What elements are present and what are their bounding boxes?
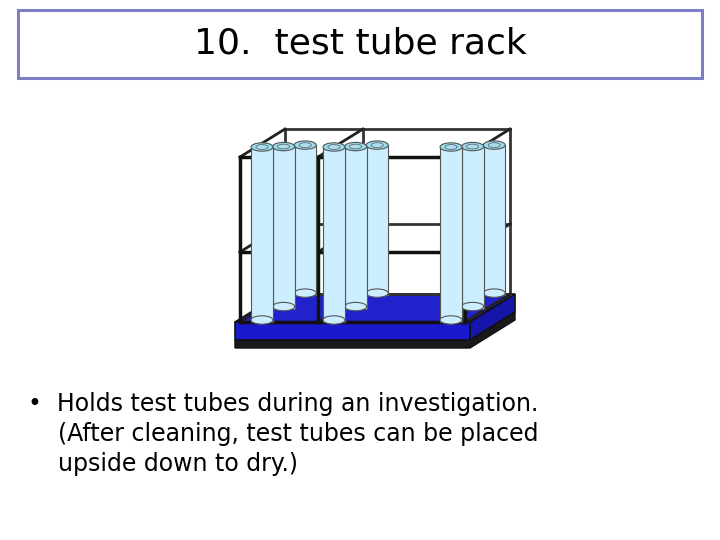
Bar bbox=[296, 260, 315, 293]
Ellipse shape bbox=[345, 302, 366, 310]
Ellipse shape bbox=[251, 143, 273, 151]
Ellipse shape bbox=[294, 289, 316, 298]
Ellipse shape bbox=[256, 145, 268, 150]
Ellipse shape bbox=[323, 316, 345, 324]
Bar bbox=[462, 146, 484, 308]
Bar bbox=[483, 145, 505, 295]
Ellipse shape bbox=[440, 316, 462, 324]
Ellipse shape bbox=[488, 143, 500, 147]
Text: (After cleaning, test tubes can be placed: (After cleaning, test tubes can be place… bbox=[28, 422, 539, 446]
Bar bbox=[251, 147, 273, 322]
Ellipse shape bbox=[368, 257, 387, 264]
Ellipse shape bbox=[462, 302, 484, 310]
Ellipse shape bbox=[273, 143, 294, 151]
Ellipse shape bbox=[346, 263, 365, 269]
Bar bbox=[485, 260, 504, 293]
Text: upside down to dry.): upside down to dry.) bbox=[28, 452, 298, 476]
Bar bbox=[325, 267, 343, 320]
Ellipse shape bbox=[463, 263, 482, 269]
Ellipse shape bbox=[440, 143, 462, 151]
FancyBboxPatch shape bbox=[18, 10, 702, 78]
Ellipse shape bbox=[277, 144, 289, 149]
Ellipse shape bbox=[462, 143, 484, 151]
Ellipse shape bbox=[441, 264, 461, 271]
Ellipse shape bbox=[328, 145, 340, 150]
Text: •  Holds test tubes during an investigation.: • Holds test tubes during an investigati… bbox=[28, 392, 539, 416]
Ellipse shape bbox=[253, 264, 271, 271]
Ellipse shape bbox=[296, 257, 315, 264]
Bar bbox=[346, 266, 365, 307]
Ellipse shape bbox=[294, 141, 316, 149]
Ellipse shape bbox=[349, 144, 361, 149]
Polygon shape bbox=[235, 294, 515, 322]
Ellipse shape bbox=[483, 289, 505, 298]
Bar bbox=[463, 266, 482, 307]
Ellipse shape bbox=[371, 143, 383, 147]
Bar bbox=[345, 146, 366, 308]
Bar bbox=[253, 267, 271, 320]
Bar bbox=[323, 147, 345, 322]
Bar bbox=[294, 145, 316, 295]
Ellipse shape bbox=[485, 257, 504, 264]
Polygon shape bbox=[235, 312, 515, 348]
Polygon shape bbox=[235, 322, 470, 340]
Bar bbox=[366, 145, 388, 295]
Ellipse shape bbox=[323, 143, 345, 151]
Bar bbox=[274, 266, 293, 307]
Ellipse shape bbox=[467, 144, 479, 149]
Polygon shape bbox=[470, 294, 515, 340]
Bar bbox=[440, 147, 462, 322]
Ellipse shape bbox=[366, 141, 388, 149]
Ellipse shape bbox=[251, 316, 273, 324]
Ellipse shape bbox=[483, 141, 505, 149]
Bar bbox=[368, 260, 387, 293]
Ellipse shape bbox=[445, 145, 457, 150]
Ellipse shape bbox=[299, 143, 311, 147]
Ellipse shape bbox=[366, 289, 388, 298]
Bar bbox=[441, 267, 461, 320]
Ellipse shape bbox=[325, 264, 343, 271]
Ellipse shape bbox=[273, 302, 294, 310]
Text: 10.  test tube rack: 10. test tube rack bbox=[194, 27, 526, 61]
Ellipse shape bbox=[274, 263, 293, 269]
Ellipse shape bbox=[345, 143, 366, 151]
Bar bbox=[273, 146, 294, 308]
